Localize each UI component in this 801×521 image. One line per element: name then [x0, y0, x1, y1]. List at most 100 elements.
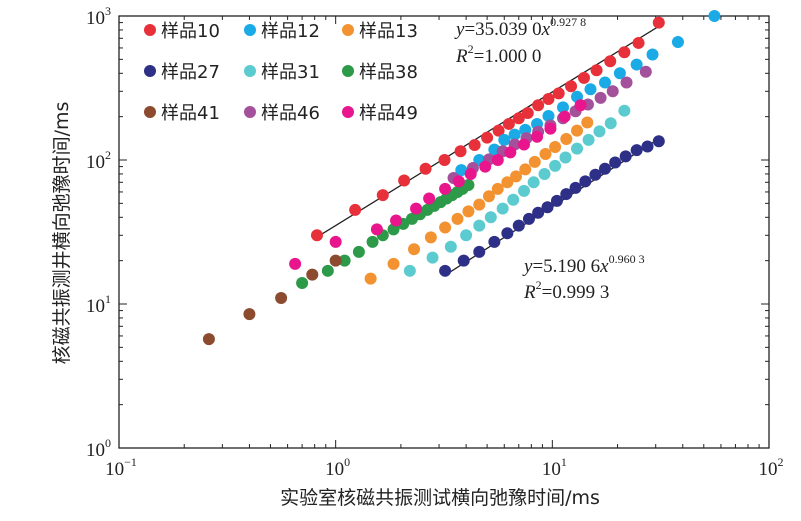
y-tick-label: 103 — [86, 4, 111, 29]
data-point — [439, 221, 452, 234]
data-point — [559, 151, 572, 164]
legend-marker — [342, 24, 354, 36]
data-point — [387, 257, 400, 270]
data-point — [376, 189, 389, 202]
legend-item: 样品12 — [244, 21, 320, 42]
legend-item: 样品31 — [244, 62, 320, 83]
data-points — [202, 10, 721, 346]
data-point — [444, 240, 457, 253]
data-point — [439, 182, 452, 195]
data-point — [454, 145, 467, 158]
data-point — [604, 55, 617, 68]
data-point — [451, 212, 464, 225]
data-point — [296, 276, 309, 289]
data-point — [581, 116, 594, 129]
data-point — [491, 154, 504, 166]
fit-equation-lower-formula: y=5.190 6x0.960 3 — [522, 252, 645, 277]
data-point — [403, 264, 416, 277]
y-axis-title: 核磁共振测井横向弛豫时间/ms — [51, 102, 73, 365]
data-point — [306, 268, 319, 281]
data-point — [484, 211, 497, 224]
data-point — [652, 135, 665, 148]
legend-label: 样品38 — [359, 62, 418, 83]
data-point — [275, 292, 288, 305]
data-point — [569, 181, 582, 194]
data-point — [556, 101, 569, 114]
data-point — [582, 133, 595, 146]
data-point — [439, 264, 452, 277]
data-point — [552, 87, 565, 100]
data-point — [507, 193, 520, 206]
data-point — [521, 107, 534, 120]
data-point — [202, 333, 215, 346]
data-point — [589, 168, 602, 181]
plot-area — [118, 15, 770, 449]
data-point — [598, 162, 611, 175]
data-point — [419, 162, 432, 175]
data-point — [479, 160, 492, 173]
fit-lower-exp: 0.960 3 — [609, 252, 645, 266]
data-point — [671, 35, 684, 48]
data-point — [510, 170, 523, 183]
legend-marker — [244, 65, 256, 77]
data-point — [512, 112, 525, 125]
data-point — [473, 219, 486, 232]
data-point — [532, 206, 545, 219]
data-point — [619, 150, 632, 163]
data-point — [571, 124, 584, 137]
data-point — [579, 175, 592, 188]
legend-marker — [144, 106, 156, 118]
data-point — [641, 140, 654, 153]
data-point — [481, 131, 494, 144]
x-tick-label: 101 — [542, 455, 567, 480]
data-point — [708, 10, 721, 22]
data-point — [519, 163, 532, 176]
data-point — [538, 167, 551, 180]
data-point — [639, 65, 652, 78]
data-point — [410, 202, 423, 215]
legend-label: 样品13 — [359, 21, 418, 42]
data-point — [488, 235, 501, 248]
legend-item: 样品13 — [342, 21, 418, 42]
x-tick-label: 100 — [325, 455, 350, 480]
x-tick-label: 102 — [759, 455, 784, 480]
y-tick-labels: 100 101 102 103 — [86, 4, 111, 461]
data-point — [542, 110, 555, 123]
legend-marker — [144, 65, 156, 77]
data-point — [424, 231, 437, 244]
data-point — [532, 99, 545, 112]
data-point — [501, 176, 514, 189]
data-point — [452, 175, 465, 188]
data-point — [464, 167, 477, 180]
data-point — [618, 104, 631, 117]
fit-lower-coef: 5.190 6 — [543, 256, 600, 277]
legend-marker — [342, 106, 354, 118]
fit-equation-upper: y=35.039 0x0.927 8 R2=1.000 0 — [454, 15, 586, 67]
data-point — [426, 251, 439, 264]
data-point — [473, 198, 486, 211]
data-point — [338, 254, 351, 267]
legend-item: 样品49 — [342, 103, 418, 124]
data-point — [390, 214, 403, 227]
data-point — [604, 117, 617, 130]
series-样品13 — [364, 116, 594, 285]
data-point — [310, 229, 323, 242]
data-point — [468, 139, 481, 152]
fit-equation-lower: y=5.190 6x0.960 3 R2=0.999 3 — [522, 252, 645, 303]
data-point — [652, 16, 665, 29]
fit-equation-upper-r2: R2=1.000 0 — [455, 42, 541, 67]
data-point — [522, 212, 535, 225]
data-point — [577, 71, 590, 84]
legend-label: 样品31 — [261, 62, 320, 83]
data-point — [571, 142, 584, 155]
legend-label: 样品46 — [261, 103, 320, 124]
data-point — [560, 132, 573, 145]
data-point — [491, 182, 504, 195]
data-point — [531, 130, 544, 143]
data-point — [594, 91, 607, 104]
x-tick-label: 10−1 — [105, 455, 137, 480]
legend-label: 样品12 — [261, 21, 320, 42]
data-point — [544, 122, 557, 135]
data-point — [630, 144, 643, 157]
